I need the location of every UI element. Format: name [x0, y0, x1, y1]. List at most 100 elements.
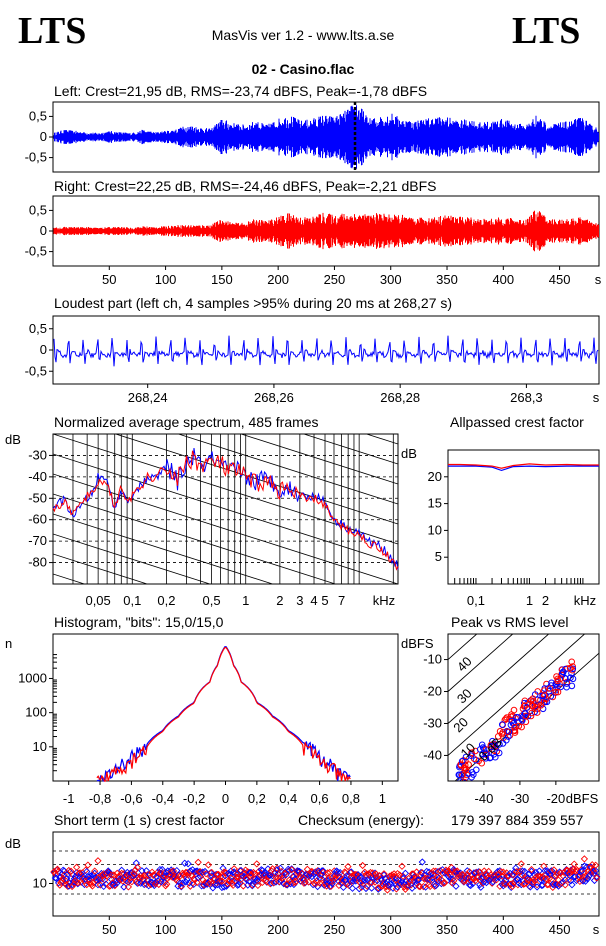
loudest-part-frame	[52, 315, 600, 385]
short-term-crest-point	[193, 878, 201, 887]
avg-spectrum-ytick-label: -50	[28, 490, 47, 505]
avg-spectrum-xtick-label: 1	[242, 593, 249, 608]
short-term-crest-point	[159, 873, 167, 881]
short-term-crest-point	[74, 879, 82, 887]
avg-spectrum-slope-line	[53, 513, 274, 584]
allpassed-crest-title: Allpassed crest factor	[450, 414, 584, 430]
peak-vs-rms-point	[522, 710, 529, 717]
short-term-crest-point	[366, 868, 375, 877]
short-term-crest-point	[429, 870, 438, 878]
right-waveform-ytick-label: -0,5	[25, 244, 47, 259]
short-term-crest-point	[247, 870, 255, 879]
histogram-xtick-label: 0	[222, 791, 229, 806]
histogram-xtick-label: 0,8	[342, 791, 360, 806]
short-term-crest-point	[96, 881, 104, 889]
peak-vs-rms-point	[458, 784, 464, 790]
short-term-crest-point	[212, 870, 220, 879]
histogram-ytick-label: 10	[33, 739, 47, 754]
short-term-crest-point	[156, 865, 164, 874]
short-term-crest-point	[401, 869, 410, 877]
short-term-crest-point	[564, 876, 573, 884]
peak-vs-rms-diagonal-label: 40	[454, 654, 475, 675]
short-term-crest-point	[525, 870, 533, 878]
peak-vs-rms-point	[495, 749, 503, 757]
short-term-crest-point	[84, 861, 92, 869]
avg-spectrum-xtick-label: 4	[310, 593, 317, 608]
peak-vs-rms-point	[553, 673, 560, 680]
short-term-crest-point	[591, 861, 600, 869]
avg-spectrum-xtick-label: 0,05	[85, 593, 110, 608]
short-term-crest-point	[250, 875, 259, 883]
peak-vs-rms-point	[540, 687, 548, 694]
short-term-crest-point	[348, 877, 357, 885]
peak-vs-rms-point	[503, 736, 510, 744]
short-term-crest-title: Short term (1 s) crest factor	[54, 812, 225, 828]
avg-spectrum-ytick-label: -60	[28, 512, 47, 527]
loudest-part-xunit: s	[593, 390, 600, 405]
avg-spectrum-ytick-label: -70	[28, 533, 47, 548]
short-term-crest-point	[68, 882, 76, 891]
peak-vs-rms-point	[456, 771, 463, 779]
short-term-crest-point	[294, 867, 303, 875]
short-term-crest-point	[163, 880, 171, 888]
short-term-crest-point	[399, 872, 407, 880]
histogram-xtick-label: -0,2	[183, 791, 205, 806]
peak-vs-rms-point	[522, 712, 530, 720]
avg-spectrum-ytick-label: -30	[28, 447, 47, 462]
short-term-crest-point	[550, 866, 558, 874]
short-term-crest-point	[204, 861, 213, 869]
avg-spectrum-slope-line	[53, 614, 398, 724]
short-term-crest-point	[142, 867, 151, 875]
short-term-crest-point	[427, 870, 435, 878]
right-waveform-ytick-label: 0,5	[29, 202, 47, 217]
short-term-crest-point	[94, 881, 102, 889]
short-term-crest-point	[551, 880, 559, 888]
peak-vs-rms-point	[521, 697, 529, 705]
peak-vs-rms-xlabel: dBFS	[566, 791, 599, 806]
short-term-crest-point	[363, 882, 371, 890]
allpassed-crest-xunit: kHz	[574, 593, 596, 608]
short-term-crest-point	[410, 873, 419, 881]
short-term-crest-point	[478, 875, 486, 883]
peak-vs-rms-point	[504, 728, 511, 736]
short-term-crest-point	[579, 877, 587, 885]
loudest-part-xtick-label: 268,28	[380, 390, 420, 405]
short-term-crest-point	[568, 881, 576, 889]
short-term-crest-point	[374, 884, 382, 892]
short-term-crest-point	[194, 858, 202, 866]
short-term-crest-point	[396, 871, 404, 879]
short-term-crest-xtick-label: 100	[155, 922, 177, 937]
short-term-crest-point	[151, 878, 160, 887]
histogram-series-right	[96, 647, 351, 782]
right-waveform-xtick-label: 200	[267, 272, 289, 287]
short-term-crest-point	[463, 867, 471, 875]
loudest-part-ytick-label: 0,5	[29, 321, 47, 336]
short-term-crest-point	[418, 858, 426, 866]
short-term-crest-point	[169, 867, 178, 875]
short-term-crest-point	[260, 869, 269, 877]
loudest-part-xtick-label: 268,3	[510, 390, 543, 405]
short-term-crest-point	[498, 872, 506, 880]
peak-vs-rms-point	[482, 755, 490, 762]
short-term-crest-point	[246, 872, 254, 881]
avg-spectrum-slope-line	[53, 194, 398, 304]
peak-vs-rms-title: Peak vs RMS level	[451, 614, 569, 630]
short-term-crest-point	[388, 871, 396, 879]
peak-vs-rms-xtick-label: -40	[475, 791, 494, 806]
short-term-crest-point	[561, 881, 569, 889]
peak-vs-rms-point	[568, 682, 576, 690]
histogram-xtick-label: 0,4	[279, 791, 297, 806]
peak-vs-rms-point	[511, 729, 519, 736]
short-term-crest-point	[61, 876, 70, 885]
short-term-crest-point	[235, 880, 243, 889]
histogram-ytick-label: 100	[25, 705, 47, 720]
avg-spectrum-xtick-label: 0,5	[203, 593, 221, 608]
right-waveform-xtick-label: 150	[211, 272, 233, 287]
histogram-xtick-label: 1	[379, 791, 386, 806]
short-term-crest-point	[537, 881, 546, 890]
avg-spectrum-xtick-label: 0,2	[157, 593, 175, 608]
peak-vs-rms-points	[455, 658, 577, 790]
peak-vs-rms-point	[569, 675, 577, 683]
loudest-part-ytick-label: -0,5	[25, 363, 47, 378]
